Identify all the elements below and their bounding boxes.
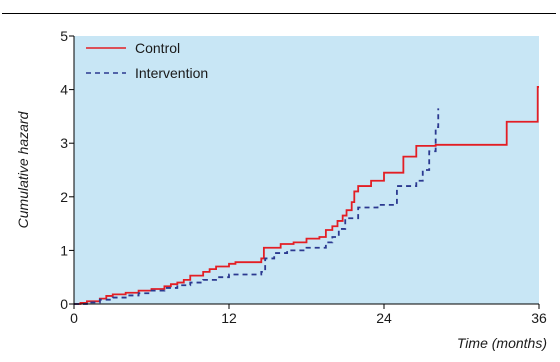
y-tick-label: 0 bbox=[60, 296, 68, 312]
y-tick-label: 4 bbox=[60, 82, 68, 98]
y-tick-label: 3 bbox=[60, 135, 68, 151]
y-tick-label: 2 bbox=[60, 189, 68, 205]
y-axis-title: Cumulative hazard bbox=[15, 110, 31, 228]
legend-label-control: Control bbox=[135, 40, 180, 56]
x-tick-label: 0 bbox=[70, 310, 78, 326]
series-layer bbox=[74, 86, 539, 305]
legend-label-intervention: Intervention bbox=[135, 65, 208, 81]
x-tick-label: 36 bbox=[531, 310, 547, 326]
series-line-intervention bbox=[74, 108, 440, 305]
legend: Control Intervention bbox=[86, 40, 208, 81]
y-tick-label: 1 bbox=[60, 242, 68, 258]
plot-area bbox=[74, 36, 539, 304]
x-tick-label: 12 bbox=[221, 310, 237, 326]
y-tick-label: 5 bbox=[60, 28, 68, 44]
x-tick-label: 24 bbox=[376, 310, 392, 326]
x-axis-title: Time (months) bbox=[457, 335, 547, 351]
